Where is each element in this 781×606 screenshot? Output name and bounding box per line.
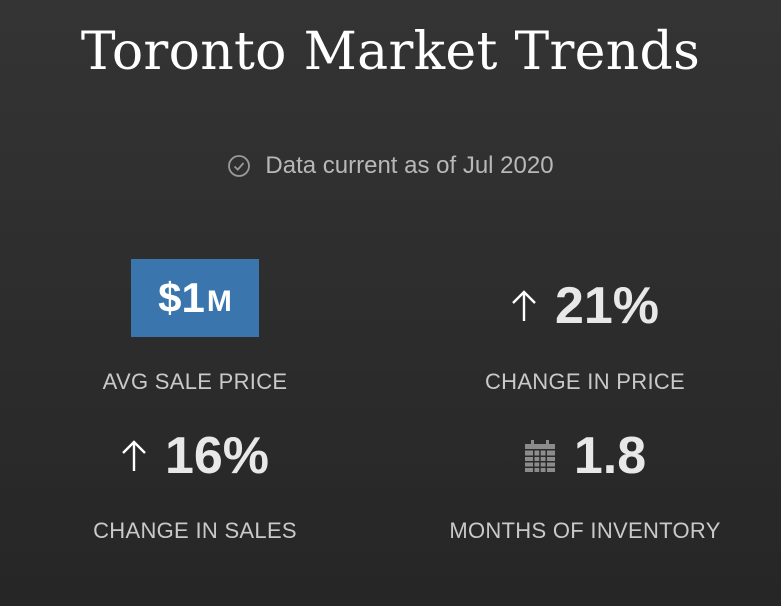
stat-months-of-inventory: 1.8 MONTHS OF INVENTORY bbox=[390, 416, 780, 544]
data-current-text: Data current as of Jul 2020 bbox=[265, 152, 554, 179]
arrow-up-icon bbox=[512, 290, 536, 321]
avg-sale-price-value: $1 bbox=[158, 274, 205, 321]
page-title: Toronto Market Trends bbox=[80, 22, 701, 82]
check-circle-icon bbox=[228, 155, 251, 177]
avg-sale-price-label: AVG SALE PRICE bbox=[102, 369, 288, 394]
avg-sale-price-badge: $1 M bbox=[131, 259, 259, 337]
stat-change-in-sales: 16% CHANGE IN SALES bbox=[0, 416, 390, 544]
avg-sale-price-suffix: M bbox=[206, 285, 232, 318]
arrow-up-icon bbox=[122, 440, 146, 471]
stat-change-in-price: 21% CHANGE IN PRICE bbox=[390, 266, 780, 395]
change-in-sales-value: 16% bbox=[164, 427, 270, 485]
data-current-notice: Data current as of Jul 2020 bbox=[0, 152, 781, 180]
change-in-price-value: 21% bbox=[554, 277, 660, 335]
months-of-inventory-value: 1.8 bbox=[573, 427, 647, 485]
change-in-price-label: CHANGE IN PRICE bbox=[484, 369, 686, 394]
stat-avg-sale-price: $1 M AVG SALE PRICE bbox=[0, 258, 390, 395]
calendar-icon bbox=[524, 440, 555, 472]
months-of-inventory-label: MONTHS OF INVENTORY bbox=[449, 518, 721, 543]
change-in-sales-label: CHANGE IN SALES bbox=[93, 518, 297, 543]
